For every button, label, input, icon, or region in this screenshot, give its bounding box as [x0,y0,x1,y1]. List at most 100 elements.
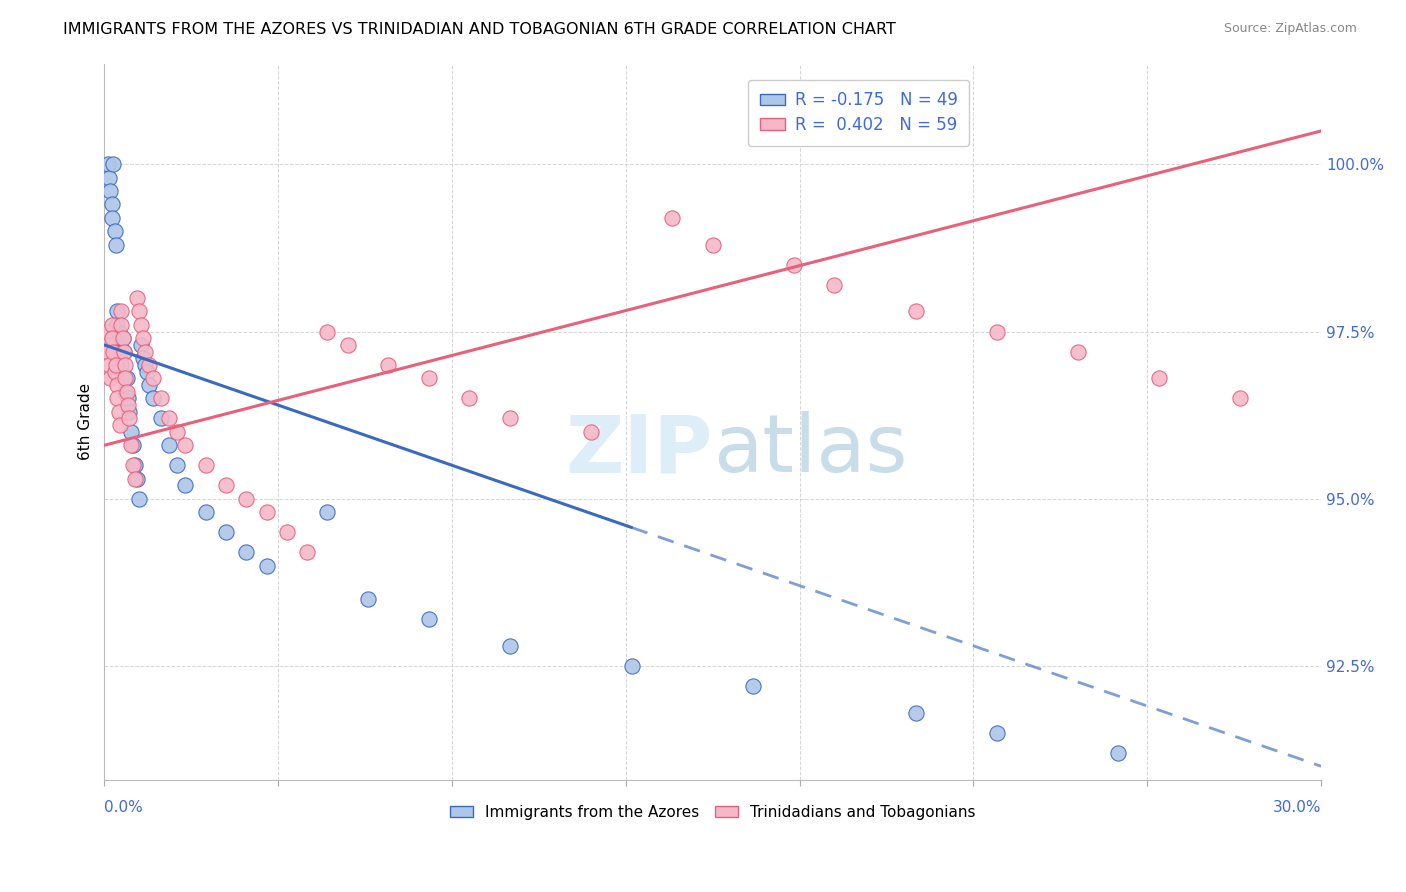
Text: Source: ZipAtlas.com: Source: ZipAtlas.com [1223,22,1357,36]
Point [1067,344,1090,359]
Point [110,318,132,332]
Point [235,545,257,559]
Point [97,157,120,171]
Point [114,371,136,385]
Point [114,371,136,385]
Point [103,365,125,379]
Point [661,211,683,225]
Point [105,318,128,332]
Point [134,344,156,359]
Point [986,726,1008,740]
Point [904,706,927,720]
Point [138,358,160,372]
Point [112,344,135,359]
Point [499,639,522,653]
Point [1107,746,1129,760]
Point [316,505,339,519]
Point [115,384,138,399]
Point [336,338,359,352]
Point [418,371,440,385]
Text: IMMIGRANTS FROM THE AZORES VS TRINIDADIAN AND TOBAGONIAN 6TH GRADE CORRELATION C: IMMIGRANTS FROM THE AZORES VS TRINIDADIA… [63,22,896,37]
Point [108,338,131,352]
Point [499,411,522,425]
Point [101,331,124,345]
Point [114,384,136,399]
Point [110,344,132,359]
Point [742,679,765,693]
Point [121,458,143,473]
Point [100,371,122,385]
Point [194,505,217,519]
Point [114,358,136,372]
Point [103,157,125,171]
Point [256,505,278,519]
Point [194,458,217,473]
Point [377,358,399,372]
Point [702,237,724,252]
Point [105,392,128,406]
Point [235,491,257,506]
Point [97,338,120,352]
Point [136,365,159,379]
Point [458,392,481,406]
Point [418,612,440,626]
Point [174,478,197,492]
Point [579,425,602,439]
Point [357,592,380,607]
Point [100,197,122,211]
Point [215,525,238,540]
Point [132,351,155,366]
Point [295,545,318,559]
Point [1229,392,1251,406]
Point [120,438,142,452]
Point [118,411,141,425]
Point [107,405,129,419]
Point [104,237,127,252]
Point [97,344,120,359]
Point [1147,371,1170,385]
Point [783,258,806,272]
Point [125,291,148,305]
Point [166,458,188,473]
Point [112,344,135,359]
Point [150,392,173,406]
Point [111,331,134,345]
Point [157,411,180,425]
Point [276,525,298,540]
Point [166,425,188,439]
Point [118,405,141,419]
Point [129,318,152,332]
Point [98,170,121,185]
Point [117,392,139,406]
Point [103,344,125,359]
Point [124,472,146,486]
Point [96,325,118,339]
Point [132,331,155,345]
Point [128,304,150,318]
Point [129,338,152,352]
Point [215,478,238,492]
Point [111,331,134,345]
Point [134,358,156,372]
Legend: Immigrants from the Azores, Trinidadians and Tobagonians: Immigrants from the Azores, Trinidadians… [444,798,981,826]
Point [157,438,180,452]
Point [138,378,160,392]
Point [120,425,142,439]
Point [104,358,127,372]
Point [105,304,128,318]
Y-axis label: 6th Grade: 6th Grade [79,384,93,460]
Text: atlas: atlas [713,411,907,490]
Point [117,398,139,412]
Point [115,371,138,385]
Point [620,659,643,673]
Point [142,371,165,385]
Point [110,358,132,372]
Point [101,211,124,225]
Point [121,438,143,452]
Point [100,318,122,332]
Text: 0.0%: 0.0% [104,799,143,814]
Point [904,304,927,318]
Point [110,304,132,318]
Point [150,411,173,425]
Point [986,325,1008,339]
